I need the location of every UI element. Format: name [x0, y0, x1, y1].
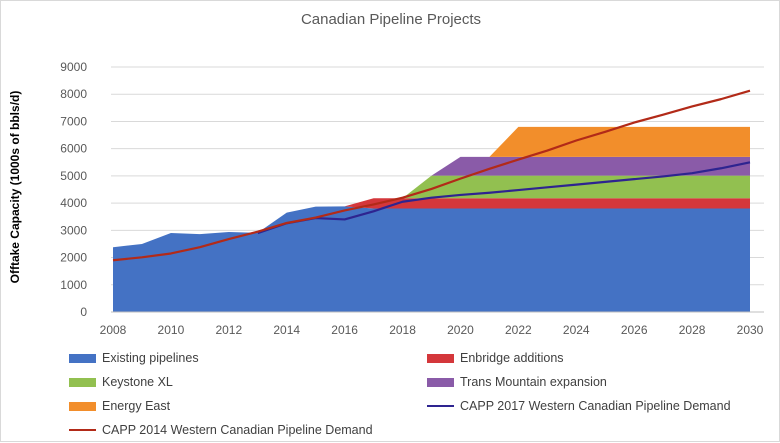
- legend-swatch-trans-mountain: [427, 377, 454, 387]
- legend-item-trans-mountain-expansion[interactable]: Trans Mountain expansion: [427, 374, 607, 390]
- y-tick-label: 5000: [60, 169, 87, 183]
- y-tick-labels: 0 1000 2000 3000 4000 5000 6000 7000 8000 9000: [60, 60, 87, 319]
- line-capp-2014-western-canadian-pipeline-demand: [112, 89, 751, 262]
- chart-title: Canadian Pipeline Projects: [300, 11, 482, 28]
- legend-line-capp-2017: [427, 405, 454, 407]
- x-tick-label: 2030: [737, 323, 764, 337]
- x-tick-label: 2028: [679, 323, 706, 337]
- legend-item-energy-east[interactable]: Energy East: [69, 398, 170, 414]
- legend-item-keystone-xl[interactable]: Keystone XL: [69, 374, 173, 390]
- legend-label: CAPP 2017 Western Canadian Pipeline Dema…: [460, 399, 731, 413]
- legend-swatch-energy-east: [69, 401, 96, 411]
- line-capp-2017-western-canadian-pipeline-demand: [257, 161, 751, 235]
- y-tick-label: 3000: [60, 223, 87, 237]
- y-tick-label: 6000: [60, 142, 87, 156]
- y-tick-label: 8000: [60, 87, 87, 101]
- x-tick-label: 2010: [158, 323, 185, 337]
- y-tick-label: 2000: [60, 251, 87, 265]
- area-energy-east: [113, 126, 750, 248]
- x-tick-label: 2012: [215, 323, 242, 337]
- x-tick-label: 2024: [563, 323, 590, 337]
- y-tick-label: 4000: [60, 196, 87, 210]
- x-tick-label: 2026: [621, 323, 648, 337]
- legend-item-capp-2017-demand[interactable]: CAPP 2017 Western Canadian Pipeline Dema…: [427, 398, 731, 414]
- y-tick-label: 9000: [60, 60, 87, 74]
- legend-label: Existing pipelines: [102, 351, 199, 365]
- area-trans-mountain-expansion: [113, 156, 750, 248]
- legend-label: Keystone XL: [102, 375, 173, 389]
- x-tick-label: 2014: [273, 323, 300, 337]
- legend-swatch-enbridge-additions: [427, 353, 454, 363]
- legend-swatch-keystone-xl: [69, 377, 96, 387]
- area-existing-pipelines: [113, 206, 750, 312]
- stacked-areas: [113, 126, 750, 312]
- area-enbridge-additions: [113, 198, 750, 248]
- x-tick-label: 2018: [389, 323, 416, 337]
- legend-item-capp-2014-demand[interactable]: CAPP 2014 Western Canadian Pipeline Dema…: [69, 422, 373, 438]
- x-tick-label: 2020: [447, 323, 474, 337]
- x-tick-label: 2016: [331, 323, 358, 337]
- area-keystone-xl: [113, 175, 750, 248]
- legend-label: Enbridge additions: [460, 351, 564, 365]
- legend-line-capp-2014: [69, 429, 96, 431]
- legend-label: CAPP 2014 Western Canadian Pipeline Dema…: [102, 423, 373, 437]
- x-tick-label: 2022: [505, 323, 532, 337]
- legend-item-enbridge-additions[interactable]: Enbridge additions: [427, 350, 564, 366]
- legend-label: Energy East: [102, 399, 171, 413]
- y-tick-label: 1000: [60, 278, 87, 292]
- legend-label: Trans Mountain expansion: [460, 375, 607, 389]
- legend-swatch-existing-pipelines: [69, 353, 96, 363]
- x-tick-label: 2008: [100, 323, 127, 337]
- legend-item-existing-pipelines[interactable]: Existing pipelines: [69, 350, 199, 366]
- y-tick-label: 7000: [60, 114, 87, 128]
- demand-lines: [112, 89, 751, 262]
- x-tick-labels: 2008 2010 2012 2014 2016 2018 2020 2022 2024 2026…: [100, 323, 764, 337]
- y-tick-label: 0: [80, 305, 87, 319]
